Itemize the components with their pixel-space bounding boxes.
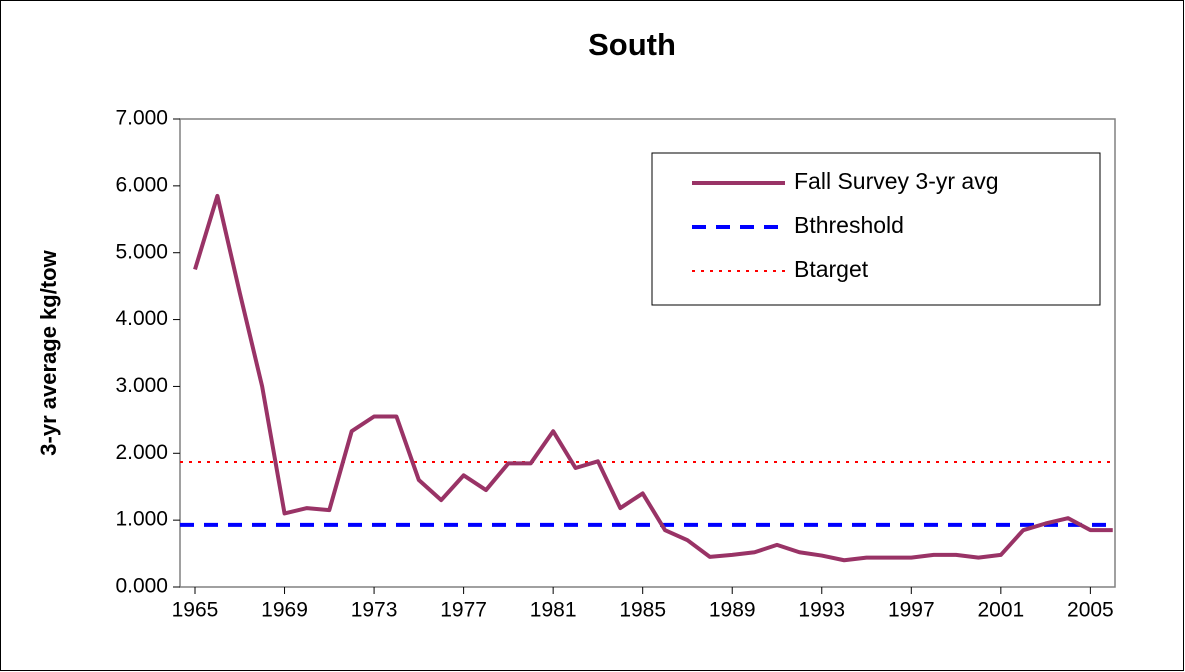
- y-tick-label: 1.000: [115, 508, 168, 531]
- legend-label: Btarget: [794, 256, 869, 282]
- x-tick-label: 2001: [977, 599, 1024, 622]
- data-line: [193, 193, 1113, 563]
- chart-title: South: [588, 27, 676, 62]
- x-tick-label: 1993: [798, 599, 845, 622]
- y-tick-label: 3.000: [115, 374, 168, 397]
- x-tick-label: 1973: [351, 599, 398, 622]
- x-tick-label: 1989: [709, 599, 756, 622]
- x-tick-label: 1981: [530, 599, 577, 622]
- y-tick-label: 5.000: [115, 240, 168, 263]
- y-tick-label: 0.000: [115, 575, 168, 598]
- y-axis-label: 3-yr average kg/tow: [36, 249, 61, 455]
- plot-area: [179, 118, 1116, 588]
- x-tick-label: 1977: [440, 599, 487, 622]
- x-tick-label: 1985: [619, 599, 666, 622]
- x-tick-label: 2005: [1067, 599, 1114, 622]
- x-tick-label: 1969: [261, 599, 308, 622]
- y-tick-label: 2.000: [115, 441, 168, 464]
- y-tick-label: 7.000: [115, 107, 168, 130]
- y-tick-label: 6.000: [115, 173, 168, 196]
- y-tick-label: 4.000: [115, 307, 168, 330]
- x-tick-label: 1997: [888, 599, 935, 622]
- legend-label: Bthreshold: [794, 212, 904, 238]
- legend-label: Fall Survey 3-yr avg: [794, 168, 999, 194]
- x-tick-label: 1965: [172, 599, 219, 622]
